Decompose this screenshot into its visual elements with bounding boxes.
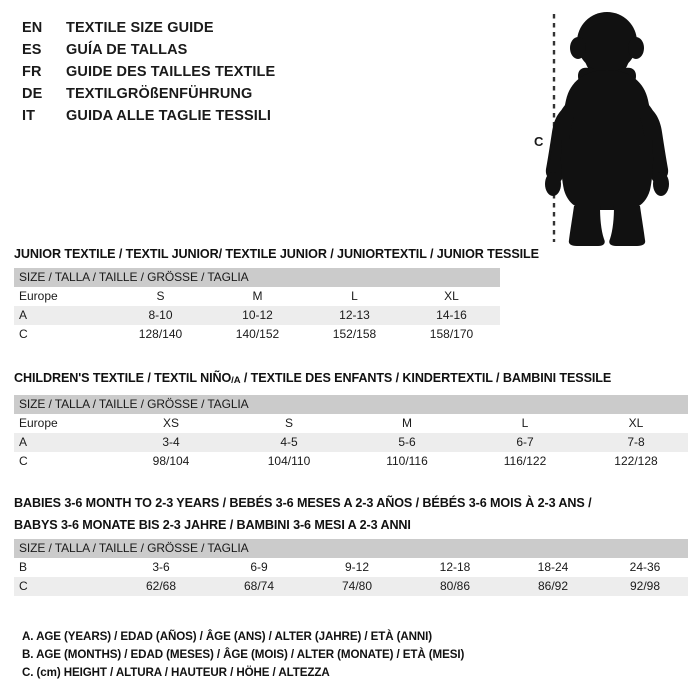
table-row: A 3-4 4-5 5-6 6-7 7-8: [14, 433, 688, 452]
table-bar-row: SIZE / TALLA / TAILLE / GRÖSSE / TAGLIA: [14, 539, 688, 558]
size-bar-label: SIZE / TALLA / TAILLE / GRÖSSE / TAGLIA: [14, 268, 500, 287]
cell: 5-6: [348, 433, 466, 452]
section-title-post: / TEXTILE DES ENFANTS / KINDERTEXTIL / B…: [240, 371, 612, 385]
table-row: A 8-10 10-12 12-13 14-16: [14, 306, 500, 325]
language-title: TEXTILGRÖßENFÜHRUNG: [66, 86, 253, 102]
cell: 4-5: [230, 433, 348, 452]
row-label: B: [14, 558, 112, 577]
cell: 12-13: [306, 306, 403, 325]
cell: 9-12: [308, 558, 406, 577]
language-row: ES GUÍA DE TALLAS: [22, 42, 482, 64]
cell: 7-8: [584, 433, 688, 452]
cell: 12-18: [406, 558, 504, 577]
cell: 3-6: [112, 558, 210, 577]
cell: 24-36: [602, 558, 688, 577]
section-title-pre: CHILDREN'S TEXTILE / TEXTIL NIÑO: [14, 371, 232, 385]
language-row: FR GUIDE DES TAILLES TEXTILE: [22, 64, 482, 86]
cell: L: [306, 287, 403, 306]
cell: XL: [403, 287, 500, 306]
language-title-list: EN TEXTILE SIZE GUIDE ES GUÍA DE TALLAS …: [22, 20, 482, 130]
table-bar-row: SIZE / TALLA / TAILLE / GRÖSSE / TAGLIA: [14, 268, 500, 287]
cell: 122/128: [584, 452, 688, 471]
language-title: GUÍA DE TALLAS: [66, 42, 188, 58]
language-code: DE: [22, 86, 43, 102]
table-row: Europe S M L XL: [14, 287, 500, 306]
babies-size-table: SIZE / TALLA / TAILLE / GRÖSSE / TAGLIA …: [14, 539, 688, 596]
table-bar-row: SIZE / TALLA / TAILLE / GRÖSSE / TAGLIA: [14, 395, 688, 414]
language-row: IT GUIDA ALLE TAGLIE TESSILI: [22, 108, 482, 130]
row-label: C: [14, 325, 112, 344]
cell: 80/86: [406, 577, 504, 596]
cell: 8-10: [112, 306, 209, 325]
cell: 158/170: [403, 325, 500, 344]
cell: M: [209, 287, 306, 306]
cell: 98/104: [112, 452, 230, 471]
section-title: JUNIOR TEXTILE / TEXTIL JUNIOR/ TEXTILE …: [14, 247, 539, 261]
cell: 140/152: [209, 325, 306, 344]
table-row: B 3-6 6-9 9-12 12-18 18-24 24-36: [14, 558, 688, 577]
row-label: C: [14, 577, 112, 596]
cell: 128/140: [112, 325, 209, 344]
table-row: C 62/68 68/74 74/80 80/86 86/92 92/98: [14, 577, 688, 596]
cell: 6-9: [210, 558, 308, 577]
language-title: GUIDE DES TAILLES TEXTILE: [66, 64, 276, 80]
section-title-line-1: BABIES 3-6 MONTH TO 2-3 YEARS / BEBÉS 3-…: [14, 496, 592, 510]
children-size-table: SIZE / TALLA / TAILLE / GRÖSSE / TAGLIA …: [14, 395, 688, 471]
size-bar-label: SIZE / TALLA / TAILLE / GRÖSSE / TAGLIA: [14, 395, 688, 414]
table-row: C 98/104 104/110 110/116 116/122 122/128: [14, 452, 688, 471]
section-title-line-2: BABYS 3-6 MONATE BIS 2-3 JAHRE / BAMBINI…: [14, 518, 411, 532]
cell: 74/80: [308, 577, 406, 596]
cell: 110/116: [348, 452, 466, 471]
junior-size-table: SIZE / TALLA / TAILLE / GRÖSSE / TAGLIA …: [14, 268, 500, 344]
cell: 152/158: [306, 325, 403, 344]
row-label: A: [14, 433, 112, 452]
cell: S: [112, 287, 209, 306]
height-measure-label: C: [534, 134, 544, 149]
language-code: EN: [22, 20, 43, 36]
table-row: Europe XS S M L XL: [14, 414, 688, 433]
table-row: C 128/140 140/152 152/158 158/170: [14, 325, 500, 344]
legend-row-b: B. AGE (MONTHS) / EDAD (MESES) / ÂGE (MO…: [22, 648, 465, 661]
cell: 3-4: [112, 433, 230, 452]
row-label: A: [14, 306, 112, 325]
cell: 92/98: [602, 577, 688, 596]
cell: 62/68: [112, 577, 210, 596]
section-title-subscript: /A: [231, 375, 241, 386]
cell: 86/92: [504, 577, 602, 596]
cell: 6-7: [466, 433, 584, 452]
legend-row-a: A. AGE (YEARS) / EDAD (AÑOS) / ÂGE (ANS)…: [22, 630, 433, 643]
row-label: Europe: [14, 287, 112, 306]
cell: XS: [112, 414, 230, 433]
toddler-body-shape: [545, 12, 669, 246]
language-title: GUIDA ALLE TAGLIE TESSILI: [66, 108, 271, 124]
section-title: CHILDREN'S TEXTILE / TEXTIL NIÑO/A / TEX…: [14, 370, 688, 389]
cell: 14-16: [403, 306, 500, 325]
language-code: FR: [22, 64, 42, 80]
cell: S: [230, 414, 348, 433]
size-bar-label: SIZE / TALLA / TAILLE / GRÖSSE / TAGLIA: [14, 539, 688, 558]
cell: 68/74: [210, 577, 308, 596]
section-junior-textile: JUNIOR TEXTILE / TEXTIL JUNIOR/ TEXTILE …: [14, 246, 539, 344]
toddler-silhouette-icon: [545, 12, 669, 246]
section-babies-textile: BABIES 3-6 MONTH TO 2-3 YEARS / BEBÉS 3-…: [14, 495, 688, 596]
language-title: TEXTILE SIZE GUIDE: [66, 20, 214, 36]
language-row: EN TEXTILE SIZE GUIDE: [22, 20, 482, 42]
language-code: IT: [22, 108, 36, 124]
section-childrens-textile: CHILDREN'S TEXTILE / TEXTIL NIÑO/A / TEX…: [14, 370, 688, 471]
cell: 116/122: [466, 452, 584, 471]
legend-row-c: C. (cm) HEIGHT / ALTURA / HAUTEUR / HÖHE…: [22, 666, 330, 679]
cell: 104/110: [230, 452, 348, 471]
cell: XL: [584, 414, 688, 433]
cell: 18-24: [504, 558, 602, 577]
height-illustration: C: [512, 8, 700, 246]
row-label: Europe: [14, 414, 112, 433]
row-label: C: [14, 452, 112, 471]
legend-block: A. AGE (YEARS) / EDAD (AÑOS) / ÂGE (ANS)…: [22, 628, 682, 682]
language-code: ES: [22, 42, 42, 58]
cell: L: [466, 414, 584, 433]
cell: M: [348, 414, 466, 433]
language-row: DE TEXTILGRÖßENFÜHRUNG: [22, 86, 482, 108]
cell: 10-12: [209, 306, 306, 325]
